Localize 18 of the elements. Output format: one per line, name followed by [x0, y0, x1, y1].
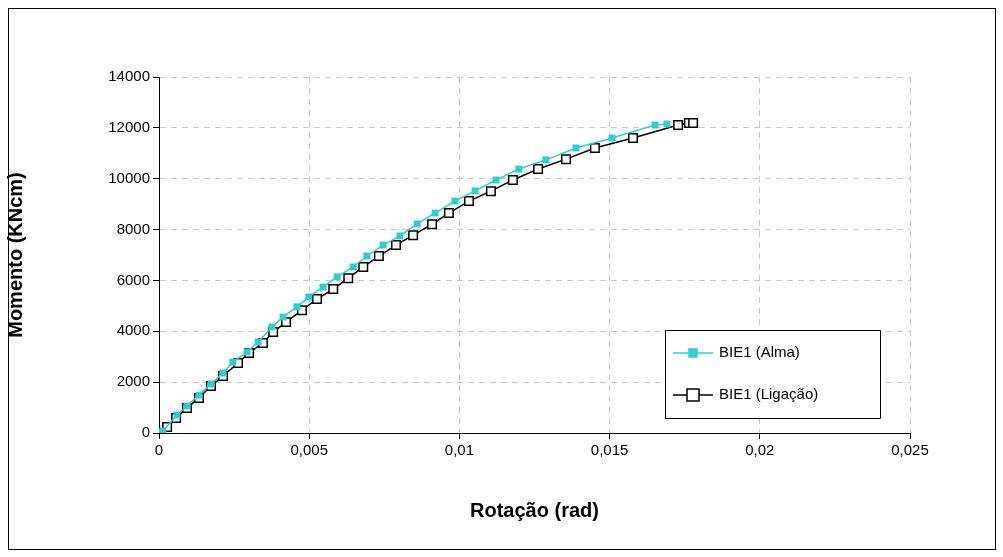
y-tick-label: 10000: [108, 168, 150, 186]
x-tick-label: 0: [154, 441, 164, 459]
x-tick-label: 0,01: [444, 441, 474, 459]
y-tick-label: 6000: [116, 270, 150, 288]
x-tick-label: 0,015: [590, 441, 629, 459]
legend-label: BIE1 (Ligação): [719, 385, 819, 403]
y-tick-label: 12000: [108, 118, 150, 135]
y-tick-label: 0: [141, 423, 150, 441]
x-tick-label: 0,02: [745, 441, 775, 459]
legend-label: BIE1 (Alma): [719, 343, 800, 361]
y-axis-title: Momento (KNcm): [3, 172, 26, 338]
y-tick-label: 14000: [108, 67, 150, 85]
x-tick-label: 0,005: [290, 441, 328, 459]
x-axis-title: Rotação (rad): [470, 498, 599, 521]
y-tick-label: 2000: [116, 372, 150, 390]
y-tick-label: 4000: [116, 321, 150, 339]
y-tick-label: 8000: [116, 219, 150, 237]
x-tick-label: 0,025: [891, 441, 929, 459]
